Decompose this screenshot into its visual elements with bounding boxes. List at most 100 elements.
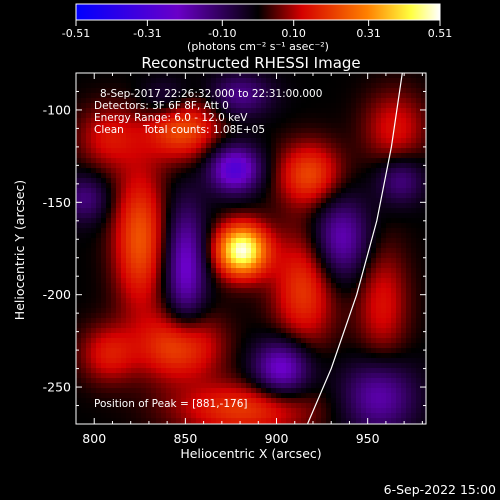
heatmap-cell — [111, 133, 117, 139]
heatmap-cell — [351, 253, 357, 259]
heatmap-cell — [256, 133, 262, 139]
heatmap-cell — [226, 228, 232, 234]
heatmap-cell — [206, 228, 212, 234]
heatmap-cell — [356, 418, 362, 424]
heatmap-cell — [141, 373, 147, 379]
heatmap-cell — [111, 358, 117, 364]
heatmap-cell — [381, 413, 387, 419]
heatmap-cell — [331, 263, 337, 269]
heatmap-cell — [351, 193, 357, 199]
heatmap-cell — [331, 243, 337, 249]
heatmap-cell — [241, 293, 247, 299]
heatmap-cell — [306, 333, 312, 339]
heatmap-cell — [166, 378, 172, 384]
heatmap-cell — [86, 108, 92, 114]
heatmap-cell — [416, 233, 422, 239]
heatmap-cell — [111, 388, 117, 394]
heatmap-cell — [231, 418, 237, 424]
heatmap-cell — [396, 168, 402, 174]
heatmap-cell — [411, 393, 417, 399]
heatmap-cell — [346, 138, 352, 144]
heatmap-cell — [81, 208, 87, 214]
heatmap-cell — [416, 263, 422, 269]
heatmap-cell — [91, 218, 97, 224]
heatmap-cell — [246, 308, 252, 314]
heatmap-cell — [151, 383, 157, 389]
heatmap-cell — [361, 218, 367, 224]
heatmap-cell — [211, 328, 217, 334]
heatmap-cell — [366, 288, 372, 294]
heatmap-cell — [311, 123, 317, 129]
heatmap-cell — [341, 173, 347, 179]
heatmap-cell — [216, 263, 222, 269]
heatmap-cell — [366, 293, 372, 299]
heatmap-cell — [291, 128, 297, 134]
heatmap-cell — [411, 223, 417, 229]
heatmap-cell — [376, 143, 382, 149]
heatmap-cell — [351, 233, 357, 239]
heatmap-cell — [326, 318, 332, 324]
heatmap-cell — [366, 233, 372, 239]
heatmap-cell — [81, 308, 87, 314]
heatmap-cell — [196, 253, 202, 259]
heatmap-cell — [231, 158, 237, 164]
heatmap-cell — [346, 133, 352, 139]
heatmap-cell — [326, 228, 332, 234]
heatmap-cell — [416, 88, 422, 94]
heatmap-cell — [166, 408, 172, 414]
heatmap-cell — [411, 323, 417, 329]
heatmap-cell — [86, 358, 92, 364]
heatmap-cell — [146, 263, 152, 269]
heatmap-cell — [371, 198, 377, 204]
heatmap-cell — [96, 278, 102, 284]
heatmap-cell — [221, 343, 227, 349]
heatmap-cell — [96, 128, 102, 134]
heatmap-cell — [326, 213, 332, 219]
heatmap-cell — [216, 98, 222, 104]
heatmap-cell — [291, 113, 297, 119]
heatmap-cell — [401, 348, 407, 354]
heatmap-cell — [171, 418, 177, 424]
heatmap-cell — [301, 348, 307, 354]
heatmap-cell — [286, 253, 292, 259]
heatmap-cell — [91, 333, 97, 339]
heatmap-cell — [381, 308, 387, 314]
heatmap-cell — [266, 373, 272, 379]
heatmap-cell — [151, 328, 157, 334]
heatmap-cell — [116, 93, 122, 99]
heatmap-cell — [231, 318, 237, 324]
heatmap-cell — [216, 93, 222, 99]
heatmap-cell — [101, 228, 107, 234]
heatmap-cell — [216, 323, 222, 329]
heatmap-cell — [376, 263, 382, 269]
heatmap-cell — [186, 193, 192, 199]
heatmap-cell — [271, 343, 277, 349]
heatmap-cell — [396, 333, 402, 339]
heatmap-cell — [331, 83, 337, 89]
heatmap-cell — [111, 308, 117, 314]
heatmap-cell — [216, 418, 222, 424]
heatmap-cell — [236, 223, 242, 229]
heatmap-cell — [211, 273, 217, 279]
heatmap-cell — [326, 383, 332, 389]
heatmap-cell — [356, 148, 362, 154]
heatmap-cell — [231, 248, 237, 254]
heatmap-cell — [276, 283, 282, 289]
heatmap-cell — [151, 198, 157, 204]
heatmap-cell — [296, 403, 302, 409]
heatmap-cell — [226, 253, 232, 259]
heatmap-cell — [161, 408, 167, 414]
heatmap-cell — [306, 353, 312, 359]
heatmap-cell — [421, 138, 426, 144]
heatmap-cell — [131, 303, 137, 309]
heatmap-cell — [176, 268, 182, 274]
heatmap-cell — [356, 353, 362, 359]
heatmap-cell — [421, 418, 426, 424]
heatmap-cell — [386, 103, 392, 109]
heatmap-cell — [366, 88, 372, 94]
heatmap-cell — [391, 358, 397, 364]
heatmap-cell — [261, 278, 267, 284]
heatmap-cell — [381, 288, 387, 294]
heatmap-cell — [121, 138, 127, 144]
heatmap-cell — [366, 348, 372, 354]
